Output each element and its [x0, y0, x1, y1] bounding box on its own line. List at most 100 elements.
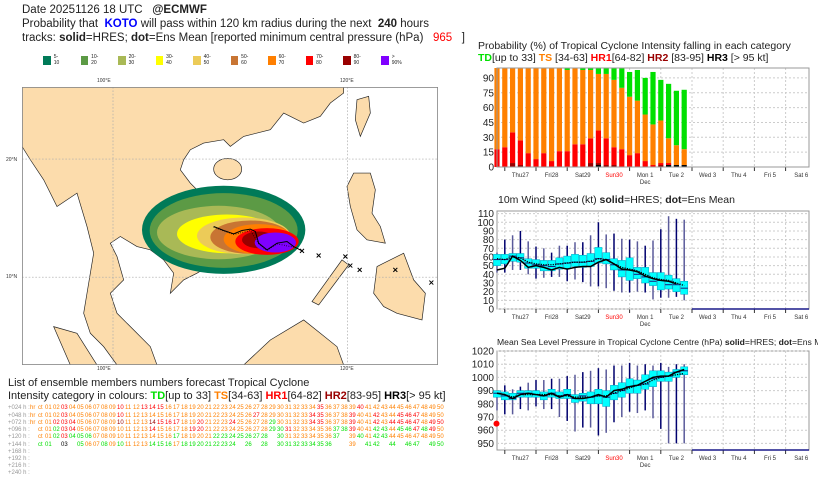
member-number: 02: [53, 434, 60, 440]
member-number: 20: [197, 427, 204, 433]
member-number: 31: [285, 442, 292, 448]
member-number: 33: [301, 420, 308, 426]
bar-TS: [619, 87, 625, 150]
member-number: 27: [253, 434, 260, 440]
legend-label: 80-90: [353, 54, 361, 66]
y-tick-label: 0: [488, 163, 494, 174]
member-number: 09: [109, 420, 116, 426]
member-number: 31: [285, 405, 292, 411]
member-number: 27: [253, 420, 260, 426]
member-number: 30: [277, 420, 284, 426]
member-number: 22: [213, 434, 220, 440]
member-number: 33: [301, 405, 308, 411]
bar-TD: [666, 83, 672, 139]
bar-HR1: [541, 153, 547, 167]
member-number: 11: [125, 405, 132, 411]
member-number: 12: [133, 413, 140, 419]
graticule: [22, 87, 438, 365]
bar-TS: [510, 68, 516, 133]
member-number: ct: [38, 427, 43, 433]
bar-TD: [658, 79, 664, 121]
member-number: 46: [405, 413, 412, 419]
member-number: hr: [30, 413, 36, 419]
member-number: 44: [389, 405, 396, 411]
month-label: Dec: [640, 322, 651, 328]
day-label: Sat29: [575, 456, 591, 462]
category-range: [83-95]: [668, 52, 704, 64]
member-number: 02: [53, 405, 60, 411]
member-number: 41: [365, 420, 372, 426]
member-number: 04: [69, 420, 76, 426]
bar-TS: [556, 68, 562, 152]
category-range: [34-63]: [228, 390, 263, 402]
hainan: [213, 158, 242, 181]
member-number: 19: [189, 420, 196, 426]
member-number: 16: [165, 427, 172, 433]
member-number: 26: [245, 434, 252, 440]
category-key: TS: [535, 52, 553, 64]
lon-label: 120°E: [340, 78, 354, 84]
member-number: 47: [413, 442, 420, 448]
member-number: 14: [149, 405, 156, 411]
member-number: 21: [205, 420, 212, 426]
member-number: 41: [365, 442, 372, 448]
lon-label: 120°E: [340, 366, 354, 372]
bar-HR1: [634, 153, 640, 167]
member-row: +072 h : hr ct 01 02 03 04 05 06 07 08 09 10 11 12 13 14…: [0, 420, 450, 428]
member-number: 45: [397, 413, 404, 419]
text: 10m Wind Speed (kt): [498, 194, 597, 206]
member-number: 42: [373, 427, 380, 433]
members-subtitle: Intensity category in colours: TD[up to …: [8, 390, 446, 402]
member-number: 20: [197, 434, 204, 440]
day-label: Fri 5: [764, 173, 777, 179]
member-number: 01: [45, 427, 52, 433]
iqr-box: [571, 254, 579, 267]
member-number: 28: [261, 427, 268, 433]
member-row: +120 h : ct 01 02 03 04 05 06 07 08 09 10 11 12 13 14 15…: [0, 434, 450, 442]
member-number: 23: [221, 413, 228, 419]
member-number: 24: [229, 420, 236, 426]
member-number: 09: [109, 442, 116, 448]
text: =Ens Mean: [681, 194, 735, 206]
member-number: 06: [85, 405, 92, 411]
member-number: 38: [341, 420, 348, 426]
member-row: +048 h : hr ct 01 02 03 04 05 06 07 08 09 10 11 12 13 14…: [0, 413, 450, 421]
legend-label: 20-30: [128, 54, 136, 66]
member-number: 44: [389, 427, 396, 433]
category-key: TD: [478, 52, 492, 64]
member-number: 15: [157, 442, 164, 448]
category-range: [64-82]: [287, 390, 322, 402]
member-number: 12: [133, 442, 140, 448]
member-number: 30: [277, 405, 284, 411]
legend-item: 80-90: [343, 54, 363, 66]
bar-HR1: [580, 144, 586, 167]
member-number: 19: [189, 427, 196, 433]
member-number: 31: [285, 420, 292, 426]
member-number: 18: [181, 442, 188, 448]
bar-HR1: [510, 132, 516, 164]
iqr-box: [641, 267, 650, 284]
member-number: 38: [341, 413, 348, 419]
category-range: [64-82]: [611, 52, 645, 64]
member-number: 48: [421, 405, 428, 411]
member-number: 11: [125, 442, 132, 448]
member-row: +192 h :: [0, 456, 450, 464]
member-number: 11: [125, 427, 132, 433]
member-number: 22: [213, 427, 220, 433]
bar-HR1: [642, 161, 648, 167]
member-number: 29: [269, 427, 276, 433]
member-number: 33: [301, 442, 308, 448]
member-number: 06: [85, 413, 92, 419]
day-label: Fri28: [545, 315, 559, 321]
bar-HR1: [595, 130, 601, 164]
probability-map[interactable]: [22, 87, 438, 365]
legend-swatch: [343, 55, 351, 65]
y-tick-label: 50: [483, 261, 495, 272]
member-number: 17: [173, 427, 180, 433]
legend-label: 5-10: [53, 54, 60, 66]
member-number: 37: [333, 405, 340, 411]
category-range: [34-63]: [552, 52, 588, 64]
category-range: [up to 33]: [492, 52, 536, 64]
legend-label: 60-70: [278, 54, 286, 66]
storm-name: KOTO: [104, 18, 138, 30]
